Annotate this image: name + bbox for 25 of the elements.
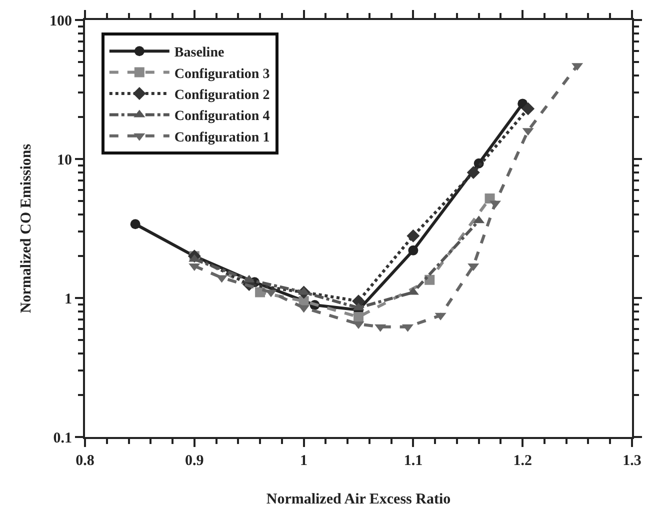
y-axis-title: Normalized CO Emissions	[18, 144, 34, 314]
point	[466, 166, 480, 179]
point	[522, 102, 535, 116]
point	[424, 274, 435, 285]
legend-label: Baseline	[174, 46, 224, 61]
legend-label: Configuration 1	[174, 130, 270, 146]
x-axis-title: Normalized Air Excess Ratio	[266, 492, 451, 508]
x-tick-label: 1.3	[622, 453, 642, 469]
point	[130, 219, 140, 230]
x-tick-label: 1.1	[404, 453, 423, 469]
point	[354, 312, 364, 322]
legend-label: Configuration 4	[174, 109, 270, 124]
y-tick-label: 0.1	[53, 430, 72, 446]
point	[406, 229, 420, 242]
y-tick-label: 10	[57, 152, 72, 168]
x-tick-label: 0.9	[185, 453, 204, 469]
y-tick-label: 100	[50, 13, 72, 30]
point	[408, 245, 418, 256]
point	[255, 287, 266, 298]
y-tick-label: 1	[64, 291, 72, 308]
x-tick-label: 1.2	[513, 453, 532, 469]
x-tick-label: 1	[300, 453, 308, 469]
legend-label: Configuration 3	[174, 66, 270, 82]
x-tick-label: 0.8	[76, 453, 94, 469]
legend-label: Configuration 2	[174, 88, 270, 103]
